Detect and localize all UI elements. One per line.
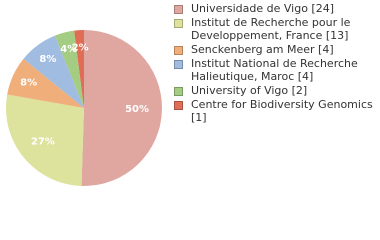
legend-item: Universidade de Vigo [24] bbox=[174, 2, 374, 15]
legend-label: University of Vigo [2] bbox=[191, 84, 308, 97]
legend-label: Senckenberg am Meer [4] bbox=[191, 43, 334, 56]
legend-item: Senckenberg am Meer [4] bbox=[174, 43, 374, 56]
legend-swatch bbox=[174, 19, 183, 28]
value-label: 8% bbox=[39, 54, 56, 65]
legend-swatch bbox=[174, 101, 183, 110]
legend-item: Institut National de Recherche Halieutiq… bbox=[174, 57, 374, 83]
value-label: 2% bbox=[72, 42, 89, 53]
legend-label: Centre for Biodiversity Genomics [1] bbox=[191, 98, 373, 124]
legend-swatch bbox=[174, 87, 183, 96]
legend-item: University of Vigo [2] bbox=[174, 84, 374, 97]
legend-item: Centre for Biodiversity Genomics [1] bbox=[174, 98, 374, 124]
pie-slice bbox=[7, 58, 84, 108]
legend: Universidade de Vigo [24] Institut de Rec… bbox=[174, 2, 374, 125]
legend-swatch bbox=[174, 46, 183, 55]
legend-swatch bbox=[174, 60, 183, 69]
value-label: 4% bbox=[60, 44, 77, 55]
legend-label: Universidade de Vigo [24] bbox=[191, 2, 335, 15]
legend-swatch bbox=[174, 5, 183, 14]
pie-slice bbox=[23, 35, 84, 109]
legend-label: Institut de Recherche pour le Developpem… bbox=[191, 16, 351, 42]
value-label: 50% bbox=[125, 104, 149, 115]
legend-label: Institut National de Recherche Halieutiq… bbox=[191, 57, 358, 83]
legend-item: Institut de Recherche pour le Developpem… bbox=[174, 16, 374, 42]
value-label: 27% bbox=[31, 136, 55, 147]
pie-slice bbox=[74, 30, 84, 108]
pie: 50% 27% 8% 8% 4%2% bbox=[6, 30, 163, 186]
pie-slice bbox=[55, 30, 84, 108]
value-label: 8% bbox=[20, 78, 37, 89]
pie-slice bbox=[81, 30, 163, 186]
pie-slice bbox=[6, 94, 85, 186]
